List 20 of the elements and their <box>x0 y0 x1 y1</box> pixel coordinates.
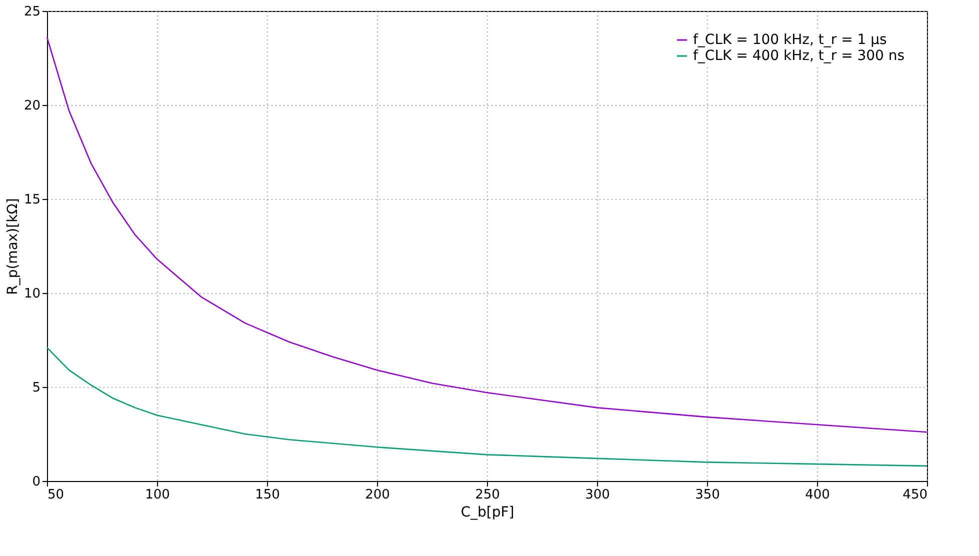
y-tick-label: 10 <box>24 286 40 302</box>
y-axis-title: R_p(max)[kΩ] <box>4 198 21 295</box>
x-tick-label: 100 <box>145 488 170 502</box>
x-axis-title: C_b[pF] <box>460 504 514 520</box>
y-tick-label: 15 <box>24 192 40 208</box>
legend-label: f_CLK = 400 kHz, t_r = 300 ns <box>693 48 905 64</box>
x-tick-label: 350 <box>695 488 720 502</box>
y-tick-label: 5 <box>32 380 40 396</box>
x-tick-label: 300 <box>585 488 610 502</box>
x-tick-label: 450 <box>902 488 928 502</box>
x-tick-label: 250 <box>475 488 500 502</box>
x-tick-label: 150 <box>255 488 280 502</box>
legend-label: f_CLK = 100 kHz, t_r = 1 µs <box>693 32 887 48</box>
line-series <box>46 346 928 467</box>
y-tick-label: 25 <box>24 4 40 20</box>
y-tick-label: 20 <box>24 98 40 114</box>
x-tick-label: 50 <box>48 488 64 502</box>
x-tick-label: 400 <box>805 488 830 502</box>
y-tick-label: 0 <box>32 474 40 490</box>
x-tick-label: 200 <box>365 488 390 502</box>
